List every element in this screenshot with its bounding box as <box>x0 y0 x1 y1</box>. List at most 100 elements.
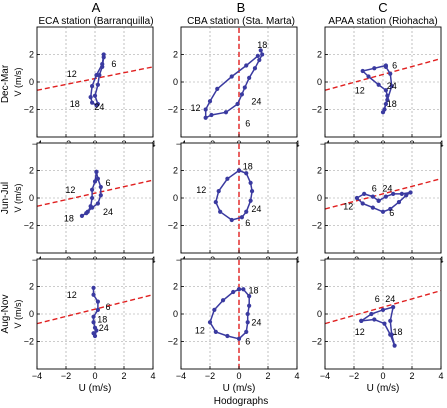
hodograph-point <box>239 215 244 220</box>
hour-label: 24 <box>251 96 261 106</box>
hodograph-point <box>229 74 234 79</box>
y-tick-label: −2 <box>312 105 322 115</box>
hodograph-point <box>90 195 95 201</box>
x-tick-label: 2 <box>409 371 414 381</box>
hodograph-point <box>249 189 255 194</box>
col-a-station: ECA station (Barranquilla) <box>38 16 153 27</box>
hour-label: 12 <box>67 290 77 300</box>
hodograph-point <box>385 97 390 102</box>
hodograph-point <box>260 52 265 57</box>
hour-label: 12 <box>355 85 365 95</box>
x-tick-label: 4 <box>294 371 299 381</box>
hour-label: 18 <box>248 286 258 296</box>
y-tick-label: −2 <box>24 105 34 115</box>
x-tick-label: −2 <box>349 371 359 381</box>
hodograph-point <box>90 205 95 210</box>
hour-label: 12 <box>195 326 205 336</box>
hodograph-point <box>92 93 98 98</box>
hodograph-point <box>369 311 374 317</box>
hodograph-point <box>101 55 106 60</box>
row-label-jun-jul: Jun-Jul <box>0 182 11 214</box>
hodograph-point <box>258 48 263 53</box>
hodograph-point <box>383 194 388 199</box>
hodograph-point <box>235 101 240 107</box>
hodograph-point <box>244 63 249 68</box>
hodograph-point <box>244 171 249 176</box>
y-tick-label: 2 <box>29 50 34 60</box>
hodograph-point <box>383 101 388 107</box>
y-tick-label: 0 <box>317 309 322 319</box>
y-tick-label: 2 <box>173 166 178 176</box>
x-tick-label: −2 <box>61 371 71 381</box>
hodograph-line <box>92 287 99 337</box>
y-tick-label: 0 <box>173 309 178 319</box>
hodograph-point <box>383 64 388 69</box>
hodograph-point <box>245 311 250 317</box>
y-tick-label: 0 <box>173 77 178 87</box>
hodograph-point <box>388 206 393 212</box>
hour-label: 6 <box>111 59 116 69</box>
x-tick-label: 2 <box>265 371 270 381</box>
y-tick-label: −2 <box>168 337 178 347</box>
coastline-line <box>324 289 442 325</box>
x-tick-label: −4 <box>32 371 42 381</box>
hodograph-point <box>404 193 409 198</box>
hodograph-point <box>225 176 230 181</box>
y-tick-label: −2 <box>24 337 34 347</box>
hodograph-point <box>354 195 359 201</box>
y-tick-label: 2 <box>317 166 322 176</box>
hodograph-point <box>248 180 253 185</box>
y-tick-label: 2 <box>317 50 322 60</box>
hodograph-point <box>90 100 95 105</box>
y-tick-label: 0 <box>29 77 34 87</box>
col-a-letter: A <box>92 0 101 15</box>
x-axis-label: U (m/s) <box>79 383 112 394</box>
hodograph-point <box>91 320 96 325</box>
hodograph-point <box>90 187 95 192</box>
hodograph-point <box>385 93 390 98</box>
hodograph-point <box>223 110 229 115</box>
col-c-station: APAA station (Riohacha) <box>328 16 437 27</box>
hodograph-point <box>241 287 246 292</box>
hodograph-point <box>229 217 234 223</box>
x-tick-label: −4 <box>320 371 330 381</box>
row-label-dec-mar: Dec-Mar <box>0 64 11 103</box>
row-headers: Dec-Mar Jun-Jul Aug-Nov <box>0 64 11 333</box>
y-tick-label: 2 <box>173 282 178 292</box>
hodograph-point <box>242 85 247 90</box>
hour-label: 6 <box>245 218 250 228</box>
hodograph-point <box>95 201 100 206</box>
y-tick-label: −2 <box>312 221 322 231</box>
hodograph-point <box>359 318 364 323</box>
hodograph-point <box>91 292 96 297</box>
hodograph-point <box>391 191 396 196</box>
hour-label: 12 <box>343 201 353 211</box>
hodograph-point <box>239 92 244 97</box>
figure-bottom-label: Hodographs <box>214 396 268 407</box>
col-c-letter: C <box>378 0 387 15</box>
hodograph-point <box>247 303 252 308</box>
col-b-station: CBA station (Sta. Marta) <box>187 16 295 27</box>
hour-label: 12 <box>67 69 77 79</box>
y-tick-label: −2 <box>312 337 322 347</box>
hour-label: 24 <box>251 204 261 214</box>
hodograph-point <box>382 321 387 326</box>
x-tick-label: 4 <box>150 371 155 381</box>
hour-label: 6 <box>372 183 377 193</box>
hodograph-point <box>236 168 242 173</box>
x-axis-label: U (m/s) <box>367 383 400 394</box>
y-tick-label: 0 <box>29 193 34 203</box>
hodograph-point <box>244 329 249 334</box>
y-axis-label: V (m/s) <box>13 184 23 213</box>
y-tick-label: −2 <box>24 221 34 231</box>
hodograph-point <box>408 190 413 195</box>
row-label-aug-nov: Aug-Nov <box>0 295 11 334</box>
x-tick-label: 0 <box>236 371 241 381</box>
